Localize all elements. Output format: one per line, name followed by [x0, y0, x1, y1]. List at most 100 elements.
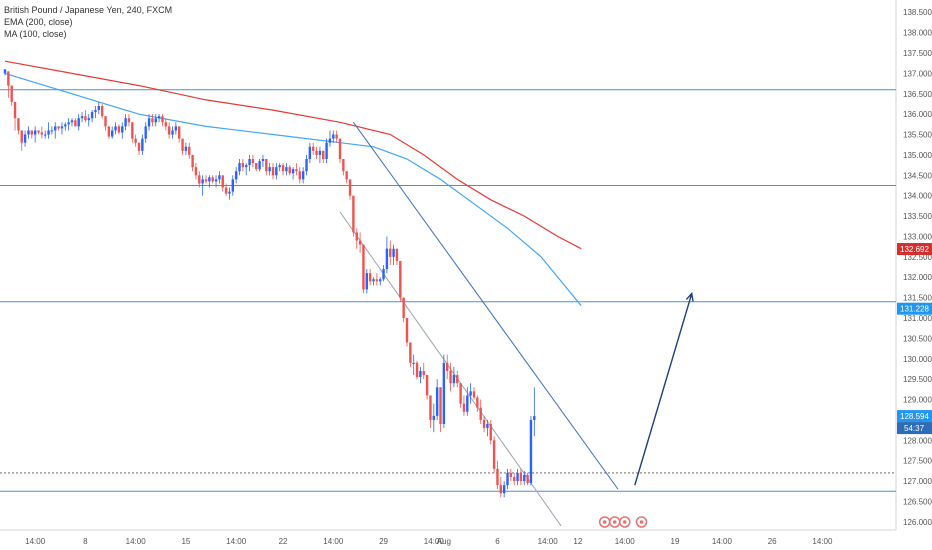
ma-100-line: [4, 72, 582, 307]
candle-body: [509, 472, 513, 477]
y-tick-label: 129.500: [903, 375, 932, 384]
candle-body: [379, 279, 382, 282]
candle-body: [121, 126, 124, 133]
candle-body: [188, 146, 191, 155]
y-tick-label: 133.000: [903, 232, 932, 241]
candle-body: [446, 362, 449, 371]
candle-body: [104, 116, 107, 127]
candle-body: [144, 126, 147, 139]
trend-line-upper: [352, 122, 619, 490]
y-tick-label: 132.000: [903, 273, 932, 282]
x-tick-label: 15: [181, 537, 190, 546]
candle-body: [127, 118, 131, 123]
candle-body: [476, 397, 479, 408]
candle-body: [459, 383, 462, 404]
candle-body: [57, 126, 60, 129]
y-tick-label: 132.500: [903, 253, 932, 262]
candle-body: [87, 118, 90, 121]
candle-body: [50, 130, 54, 132]
x-tick-label: 14:00: [323, 537, 344, 546]
candle-body: [415, 362, 419, 378]
candle-body: [392, 248, 395, 257]
candle-body: [358, 240, 362, 245]
candle-body: [54, 126, 57, 131]
candle-body: [469, 391, 472, 396]
y-tick-label: 138.500: [903, 8, 932, 17]
candle-body: [214, 179, 218, 182]
candle-body: [335, 134, 338, 139]
x-tick-label: 8: [83, 537, 88, 546]
candle-body: [107, 126, 111, 137]
candle-body: [154, 118, 157, 123]
candle-body: [84, 116, 87, 121]
y-tick-label: 131.000: [903, 314, 932, 323]
price-label-text: 128.594: [900, 412, 929, 421]
candle-body: [486, 424, 489, 429]
candle-body: [117, 126, 121, 133]
candle-body: [298, 171, 301, 180]
candle-body: [372, 279, 375, 282]
candle-body: [513, 477, 516, 482]
candle-body: [60, 126, 64, 129]
candle-body: [191, 154, 194, 168]
y-tick-label: 134.500: [903, 171, 932, 180]
candle-body: [482, 419, 486, 429]
candle-body: [502, 485, 506, 494]
candle-body: [519, 472, 523, 482]
candle-body: [23, 134, 27, 143]
x-tick-label: 14:00: [712, 537, 733, 546]
forecast-arrow-line: [634, 293, 693, 486]
candle-body: [258, 161, 261, 170]
candle-body: [228, 191, 231, 194]
candle-body: [174, 126, 178, 131]
y-tick-label: 130.000: [903, 355, 932, 364]
price-label-box: [897, 243, 932, 256]
y-tick-label: 127.500: [903, 457, 932, 466]
y-tick-label: 130.500: [903, 334, 932, 343]
candle-body: [164, 122, 167, 127]
candle-body: [137, 142, 141, 151]
x-tick-label: 14:00: [25, 537, 46, 546]
candle-body: [345, 171, 348, 180]
candle-body: [204, 179, 208, 182]
candle-body: [285, 167, 288, 172]
candle-body: [422, 371, 425, 376]
candle-body: [27, 130, 30, 135]
candle-body: [241, 163, 245, 168]
candle-body: [402, 297, 405, 318]
candle-body: [167, 126, 171, 135]
candle-body: [328, 138, 332, 143]
candle-body: [194, 167, 198, 176]
x-tick-label: 6: [495, 537, 500, 546]
y-tick-label: 136.000: [903, 110, 932, 119]
candle-body: [281, 165, 285, 172]
candle-body: [295, 169, 298, 172]
candle-body: [245, 165, 248, 168]
candle-body: [278, 165, 281, 168]
candle-body: [382, 269, 385, 280]
countdown-text: 54:37: [904, 424, 925, 433]
x-tick-label: 14:00: [424, 537, 445, 546]
candle-body: [20, 130, 23, 143]
candle-body: [33, 130, 37, 135]
candle-body: [389, 248, 392, 257]
candle-body: [111, 130, 114, 137]
price-label-text: 131.228: [900, 305, 929, 314]
candle-body: [526, 474, 529, 484]
y-tick-label: 131.500: [903, 294, 932, 303]
candle-body: [399, 260, 402, 298]
candle-body: [305, 159, 308, 172]
candle-body: [395, 248, 399, 261]
y-tick-label: 137.000: [903, 69, 932, 78]
candle-body: [419, 371, 422, 378]
candle-body: [151, 118, 154, 123]
countdown-box: [897, 422, 932, 435]
candle-body: [268, 167, 271, 172]
candle-body: [449, 371, 452, 384]
candle-body: [368, 273, 372, 282]
candle-body: [375, 279, 379, 282]
candle-body: [70, 120, 74, 123]
candle-body: [533, 416, 536, 420]
candle-body: [523, 474, 526, 482]
